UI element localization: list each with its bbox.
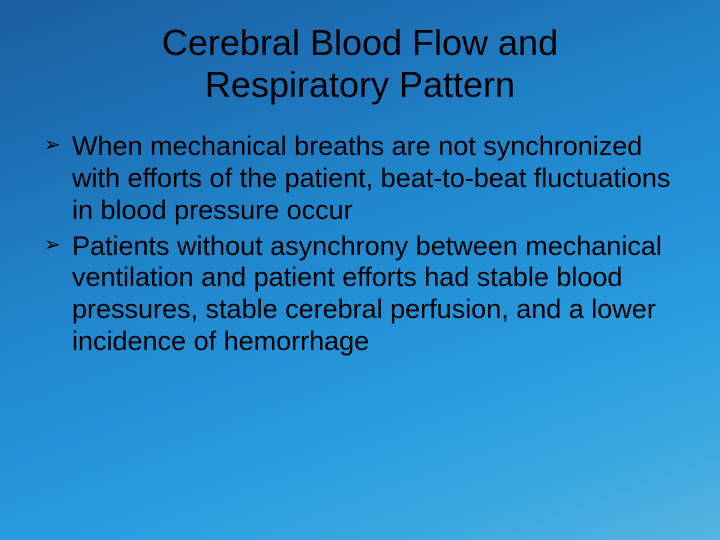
bullet-marker-icon: ➢ [44, 135, 61, 155]
bullet-marker-icon: ➢ [44, 235, 61, 255]
slide-title: Cerebral Blood Flow and Respiratory Patt… [44, 22, 676, 107]
list-item: ➢ When mechanical breaths are not synchr… [44, 131, 676, 227]
bullet-text: When mechanical breaths are not synchron… [72, 131, 670, 225]
title-line-2: Respiratory Pattern [205, 64, 515, 105]
list-item: ➢ Patients without asynchrony between me… [44, 231, 676, 358]
title-line-1: Cerebral Blood Flow and [162, 22, 558, 63]
bullet-text: Patients without asynchrony between mech… [72, 231, 662, 357]
bullet-list: ➢ When mechanical breaths are not synchr… [44, 131, 676, 358]
